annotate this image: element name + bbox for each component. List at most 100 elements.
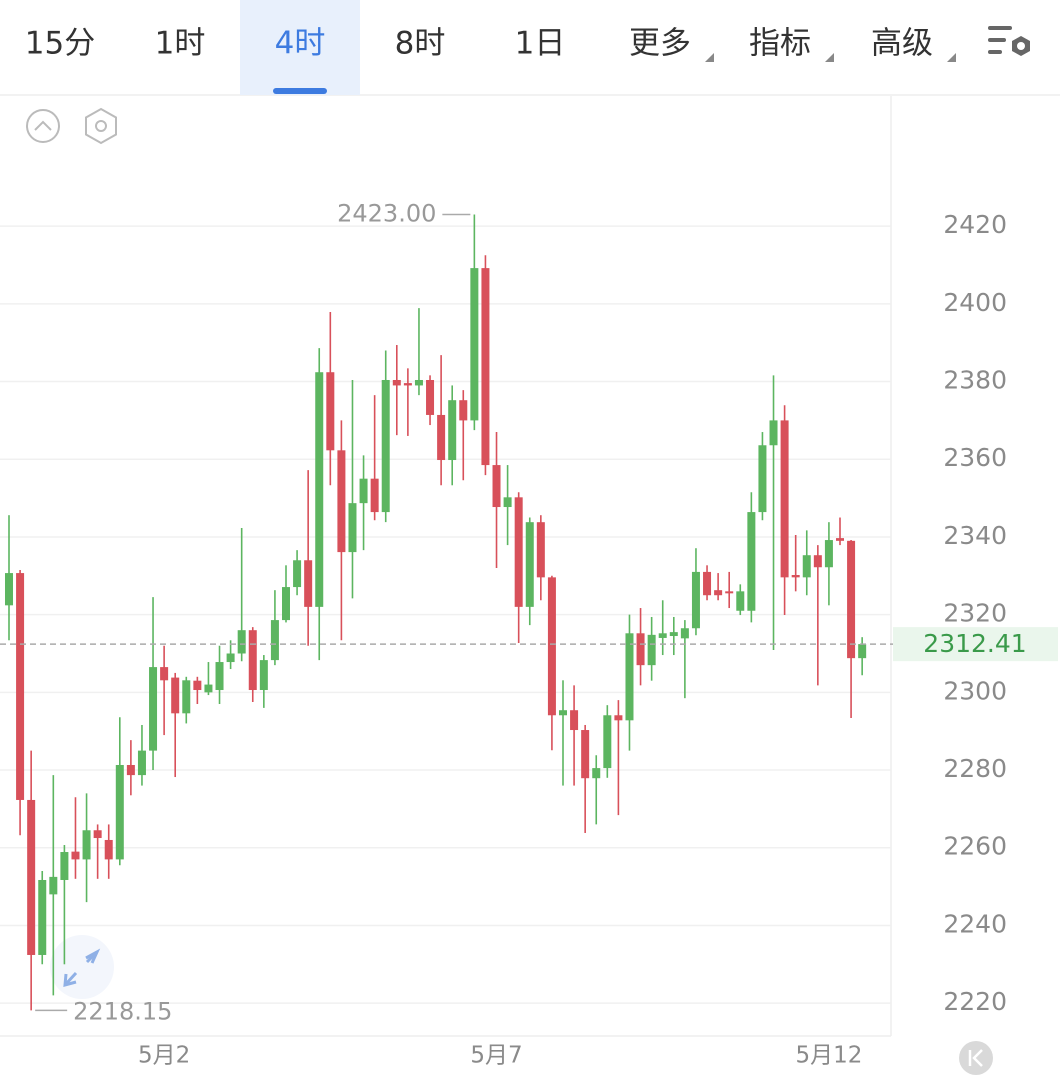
candle-body — [459, 400, 468, 421]
candle-body — [514, 497, 523, 607]
candle-body — [149, 667, 158, 751]
candle-body — [525, 522, 534, 607]
y-tick-label: 2360 — [943, 443, 1007, 472]
active-tab-underline — [273, 88, 327, 94]
candle-body — [470, 268, 479, 421]
tab[interactable]: 1时 — [155, 26, 206, 62]
candle-body — [847, 540, 856, 659]
candle-body — [381, 379, 390, 513]
candle-body — [27, 799, 36, 955]
y-tick-label: 2280 — [943, 754, 1007, 783]
candle-body — [448, 400, 457, 461]
candle-body — [392, 379, 401, 386]
candle-body — [49, 876, 58, 895]
candle-body — [237, 630, 246, 654]
collapse-button[interactable] — [26, 109, 60, 143]
candle-body — [182, 680, 191, 714]
active-tab-bg — [240, 0, 360, 95]
candle-body — [282, 587, 290, 621]
candle-body — [215, 662, 224, 691]
dropdown-caret — [947, 53, 956, 62]
candle-body — [315, 372, 324, 607]
candle-body — [758, 445, 767, 513]
y-tick-label: 2320 — [943, 599, 1007, 628]
candle-body — [824, 540, 833, 568]
last-price-label: 2312.41 — [923, 629, 1026, 658]
candle-body — [559, 710, 567, 716]
candle-body — [293, 560, 302, 588]
candle-body — [791, 575, 800, 578]
candle-body — [813, 555, 822, 568]
y-tick-label: 2240 — [943, 909, 1007, 938]
tab[interactable]: 1日 — [515, 26, 566, 62]
y-tick-label: 2260 — [943, 832, 1007, 861]
y-tick-label: 2300 — [943, 676, 1007, 705]
candle-body — [16, 573, 25, 800]
candle-body — [736, 591, 745, 611]
candle-body — [270, 620, 279, 661]
candle-body — [137, 750, 146, 776]
candle-body — [680, 628, 689, 639]
candle-body — [38, 879, 47, 955]
candle-body — [547, 577, 556, 716]
tab[interactable]: 高级 — [871, 26, 933, 62]
candle-body — [647, 634, 656, 666]
candle-body — [359, 478, 368, 504]
candle-body — [858, 644, 867, 659]
candle-body — [691, 571, 700, 629]
candle-body — [226, 653, 235, 663]
candle-body — [703, 571, 712, 596]
candle-body — [603, 715, 612, 769]
x-tick-label: 5月7 — [470, 1043, 522, 1069]
tab[interactable]: 指标 — [749, 26, 811, 62]
candle-body — [581, 730, 590, 779]
candle-body — [592, 768, 601, 779]
candle-body — [60, 852, 69, 880]
candle-body — [204, 684, 213, 693]
x-tick-label: 5月2 — [138, 1043, 190, 1069]
candle-body — [304, 560, 313, 607]
candle-body — [437, 414, 446, 461]
tab[interactable]: 更多 — [629, 26, 691, 62]
scroll-end-button[interactable] — [959, 1041, 993, 1075]
candle-body — [403, 383, 412, 386]
tab[interactable]: 15分 — [25, 26, 95, 62]
tab[interactable]: 4时 — [275, 26, 326, 62]
candle-body — [669, 632, 678, 637]
candle-body — [93, 830, 102, 839]
candle-body — [780, 420, 789, 578]
candle-body — [259, 660, 268, 691]
candle-body — [115, 764, 124, 860]
last-price-box — [893, 627, 1058, 662]
candle-body — [492, 465, 501, 508]
min-marker-label: 2218.15 — [73, 997, 172, 1025]
y-tick-label: 2400 — [943, 288, 1007, 317]
candle-body — [5, 573, 13, 606]
candle-body — [348, 503, 357, 553]
candle-body — [370, 478, 379, 513]
max-marker-label: 2423.00 — [337, 199, 436, 227]
candle-body — [636, 633, 645, 666]
candle-body — [104, 839, 113, 860]
tab[interactable]: 8时 — [395, 26, 446, 62]
expand-button[interactable] — [50, 935, 114, 999]
dropdown-caret — [825, 53, 834, 62]
chart-settings-button[interactable] — [85, 107, 117, 145]
dropdown-caret — [705, 53, 714, 62]
candle-body — [503, 497, 512, 508]
y-tick-label: 2380 — [943, 366, 1007, 395]
candle-body — [193, 680, 202, 691]
y-tick-label: 2220 — [943, 987, 1007, 1016]
candle-body — [160, 667, 169, 681]
candle-body — [82, 830, 91, 860]
candle-body — [337, 450, 346, 553]
y-tick-label: 2340 — [943, 521, 1007, 550]
candle-body — [725, 591, 734, 594]
settings-icon[interactable] — [988, 26, 1030, 56]
candle-body — [658, 633, 667, 638]
y-tick-label: 2420 — [943, 210, 1007, 239]
candle-body — [769, 420, 778, 446]
candle-body — [171, 677, 180, 714]
candle-body — [570, 710, 579, 731]
